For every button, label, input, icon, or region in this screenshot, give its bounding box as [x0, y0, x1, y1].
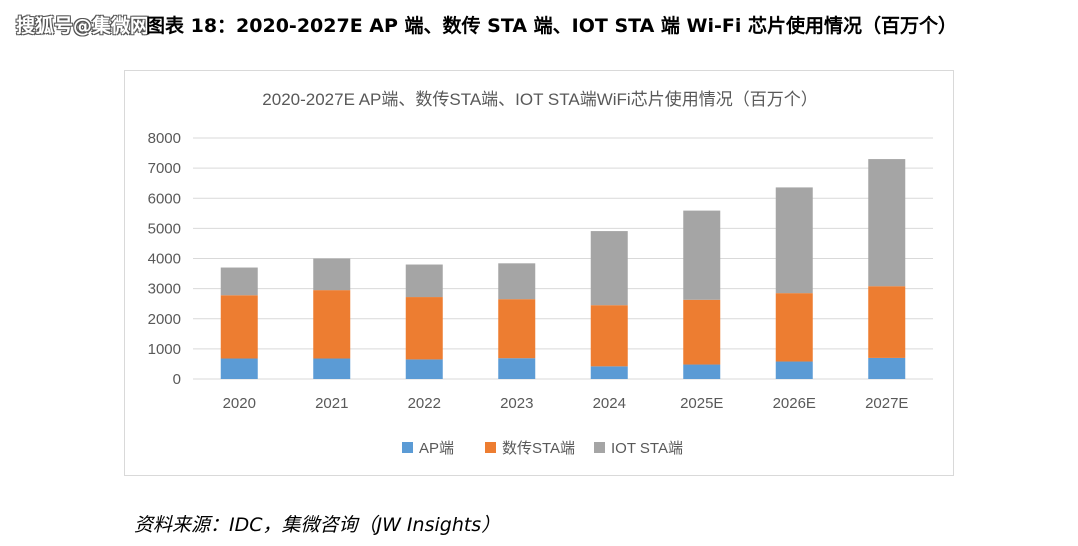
- bar-segment: [405, 297, 443, 360]
- bar-segment: [683, 364, 721, 379]
- legend-label: IOT STA端: [611, 440, 683, 457]
- legend-label: AP端: [419, 440, 454, 457]
- bar-segment: [775, 361, 813, 379]
- bar-segment: [868, 159, 906, 287]
- chart-container: 2020-2027E AP端、数传STA端、IOT STA端WiFi芯片使用情况…: [124, 70, 954, 476]
- bar-segment: [313, 290, 351, 359]
- bar-segment: [220, 295, 258, 359]
- legend-swatch: [485, 442, 496, 453]
- bar-segment: [590, 231, 628, 306]
- bar-segment: [405, 264, 443, 298]
- y-tick-label: 7000: [148, 160, 181, 177]
- bar-segment: [498, 299, 536, 359]
- y-tick-label: 8000: [148, 130, 181, 147]
- figure-title: 图表 18：2020-2027E AP 端、数传 STA 端、IOT STA 端…: [146, 15, 958, 37]
- chart-title: 2020-2027E AP端、数传STA端、IOT STA端WiFi芯片使用情况…: [262, 89, 817, 109]
- bar-segment: [498, 358, 536, 379]
- bar-segment: [220, 267, 258, 296]
- bar-segment: [683, 299, 721, 365]
- bar-segment: [683, 210, 721, 300]
- bar-segment: [498, 263, 536, 300]
- bar-segment: [313, 258, 351, 291]
- legend-swatch: [594, 442, 605, 453]
- bar-segment: [590, 305, 628, 367]
- stacked-bar-chart: 2020-2027E AP端、数传STA端、IOT STA端WiFi芯片使用情况…: [148, 89, 933, 457]
- bar-segment: [775, 293, 813, 362]
- x-tick-label: 2021: [315, 395, 348, 412]
- x-tick-label: 2027E: [865, 395, 908, 412]
- bar-segment: [220, 358, 258, 379]
- source-note: 资料来源：IDC，集微咨询（JW Insights）: [134, 514, 501, 536]
- x-tick-label: 2026E: [773, 395, 816, 412]
- bar-segment: [868, 357, 906, 379]
- x-tick-label: 2023: [500, 395, 533, 412]
- watermark: 搜狐号@集微网: [16, 15, 150, 37]
- x-tick-label: 2020: [223, 395, 256, 412]
- y-tick-label: 4000: [148, 251, 181, 268]
- bar-segment: [313, 358, 351, 379]
- y-tick-label: 6000: [148, 190, 181, 207]
- x-tick-label: 2022: [408, 395, 441, 412]
- y-tick-label: 5000: [148, 220, 181, 237]
- bar-segment: [405, 359, 443, 379]
- y-tick-label: 2000: [148, 311, 181, 328]
- legend-swatch: [402, 442, 413, 453]
- bar-segment: [590, 366, 628, 379]
- x-tick-label: 2025E: [680, 395, 723, 412]
- y-tick-label: 3000: [148, 281, 181, 298]
- bar-segment: [868, 286, 906, 358]
- y-tick-label: 1000: [148, 341, 181, 358]
- bar-segment: [775, 187, 813, 294]
- legend-label: 数传STA端: [502, 440, 575, 457]
- x-tick-label: 2024: [593, 395, 626, 412]
- y-tick-label: 0: [173, 371, 181, 388]
